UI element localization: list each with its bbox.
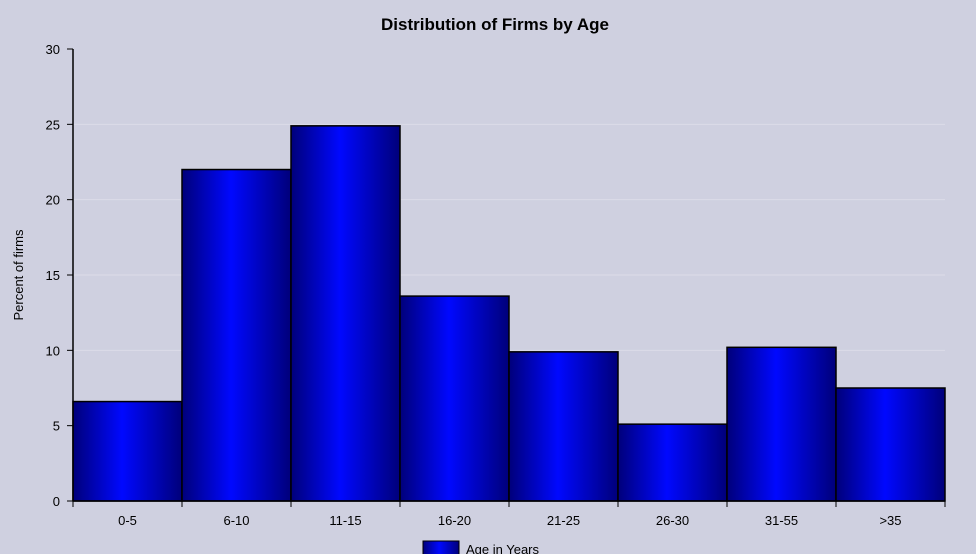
x-tick-label: 31-55 — [765, 513, 798, 528]
bar-31-55 — [726, 346, 837, 502]
axes — [67, 48, 946, 507]
y-tick-label: 5 — [53, 419, 60, 434]
x-tick-label: 21-25 — [547, 513, 580, 528]
x-tick-label: >35 — [879, 513, 901, 528]
x-tick-label: 6-10 — [223, 513, 249, 528]
bar->35 — [835, 387, 946, 502]
chart-title: Distribution of Firms by Age — [381, 15, 609, 34]
y-tick-label: 0 — [53, 494, 60, 509]
y-tick-label: 25 — [46, 117, 60, 132]
bar-11-15 — [290, 125, 401, 502]
y-tick-label: 30 — [46, 42, 60, 57]
y-tick-labels: 0 5 10 15 20 25 30 — [46, 42, 60, 509]
x-tick-label: 0-5 — [118, 513, 137, 528]
y-tick-label: 10 — [46, 343, 60, 358]
x-tick-label: 16-20 — [438, 513, 471, 528]
bar-6-10 — [181, 168, 292, 502]
bars — [72, 125, 946, 502]
legend: Age in Years — [422, 540, 540, 554]
y-axis-title: Percent of firms — [11, 229, 26, 321]
legend-label: Age in Years — [466, 542, 540, 554]
bar-16-20 — [399, 295, 510, 502]
bar-0-5 — [72, 400, 183, 502]
legend-swatch — [422, 540, 460, 554]
bar-26-30 — [617, 423, 728, 502]
y-tick-label: 15 — [46, 268, 60, 283]
x-tick-label: 11-15 — [329, 513, 361, 528]
y-tick-label: 20 — [46, 193, 60, 208]
bar-21-25 — [508, 351, 619, 502]
x-tick-label: 26-30 — [656, 513, 689, 528]
x-tick-labels: 0-5 6-10 11-15 16-20 21-25 26-30 31-55 >35 — [118, 513, 901, 528]
